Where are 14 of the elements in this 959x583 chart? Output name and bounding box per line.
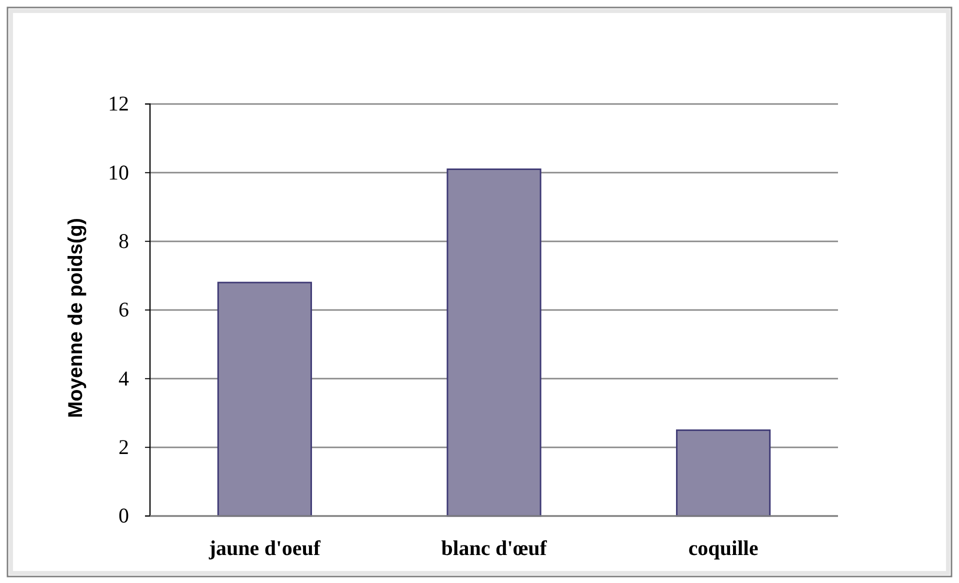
y-tick-label: 6 — [118, 298, 129, 322]
x-tick-label: coquille — [688, 536, 758, 560]
y-tick-label: 0 — [118, 504, 129, 528]
x-tick-label: jaune d'oeuf — [208, 536, 322, 560]
y-tick-label: 4 — [118, 366, 130, 390]
y-tick-label: 2 — [118, 435, 129, 460]
bar — [217, 282, 312, 517]
bar — [676, 429, 771, 517]
y-tick-label: 12 — [108, 92, 129, 116]
y-tick-label: 8 — [118, 229, 129, 254]
x-tick-label: blanc d'œuf — [441, 536, 548, 560]
y-tick-label: 10 — [108, 160, 129, 184]
bar — [446, 168, 542, 517]
y-axis-title: Moyenne de poids(g) — [65, 218, 87, 418]
